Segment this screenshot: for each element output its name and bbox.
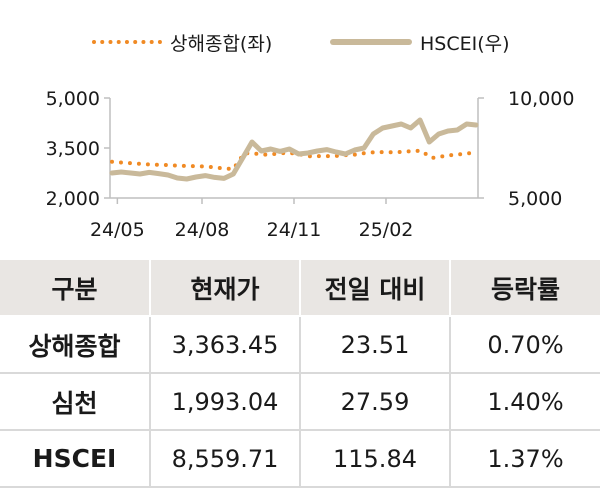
- left-y-tick-label: 3,500: [46, 138, 100, 160]
- legend-item-hscei: HSCEI(우): [330, 28, 510, 56]
- header-category: 구분: [0, 260, 151, 317]
- row-name: 심천: [0, 373, 151, 431]
- chart-area: 상해종합(좌) HSCEI(우) 5,000 3,500 2,000 10,000 5,…: [0, 28, 600, 242]
- legend-label-hscei: HSCEI(우): [420, 32, 510, 55]
- chart-legend: 상해종합(좌) HSCEI(우): [0, 28, 600, 56]
- header-price: 현재가: [150, 260, 301, 317]
- legend-swatch-dotted: [92, 40, 162, 44]
- left-y-tick-label: 2,000: [46, 188, 100, 210]
- header-change-rate: 등락률: [450, 260, 600, 317]
- row-price: 1,993.04: [150, 373, 301, 431]
- header-change: 전일 대비: [300, 260, 451, 317]
- row-change-rate: 0.70%: [450, 316, 600, 374]
- x-tick-label: 24/11: [267, 219, 322, 241]
- x-tick-label: 24/05: [90, 219, 145, 241]
- right-y-tick-label: 10,000: [508, 88, 574, 110]
- left-y-tick-label: 5,000: [46, 88, 100, 110]
- row-price: 8,559.71: [150, 430, 301, 488]
- legend-item-shanghai: 상해종합(좌): [92, 28, 272, 56]
- line-chart: 5,000 3,500 2,000 10,000 5,000 24/05 24/08 24/1…: [46, 88, 575, 241]
- table-row: 심천 1,993.04 27.59 1.40%: [0, 373, 600, 431]
- series-line-hscei: [109, 117, 479, 182]
- row-price: 3,363.45: [150, 316, 301, 374]
- right-y-tick-label: 5,000: [508, 188, 562, 210]
- row-change-rate: 1.40%: [450, 373, 600, 431]
- row-change-rate: 1.37%: [450, 430, 600, 488]
- x-tick-label: 25/02: [359, 219, 414, 241]
- legend-label-shanghai: 상해종합(좌): [170, 32, 273, 55]
- row-change: 27.59: [300, 373, 451, 431]
- x-tick-label: 24/08: [175, 219, 230, 241]
- row-name: 상해종합: [0, 316, 151, 374]
- table-header-row: 구분 현재가 전일 대비 등락률: [0, 260, 600, 317]
- row-change: 115.84: [300, 430, 451, 488]
- table-row: 상해종합 3,363.45 23.51 0.70%: [0, 316, 600, 374]
- legend-swatch-solid: [330, 39, 412, 45]
- quote-table: 구분 현재가 전일 대비 등락률 상해종합 3,363.45 23.51 0.7…: [0, 260, 600, 488]
- table-row: HSCEI 8,559.71 115.84 1.37%: [0, 430, 600, 488]
- row-change: 23.51: [300, 316, 451, 374]
- row-name: HSCEI: [0, 430, 151, 488]
